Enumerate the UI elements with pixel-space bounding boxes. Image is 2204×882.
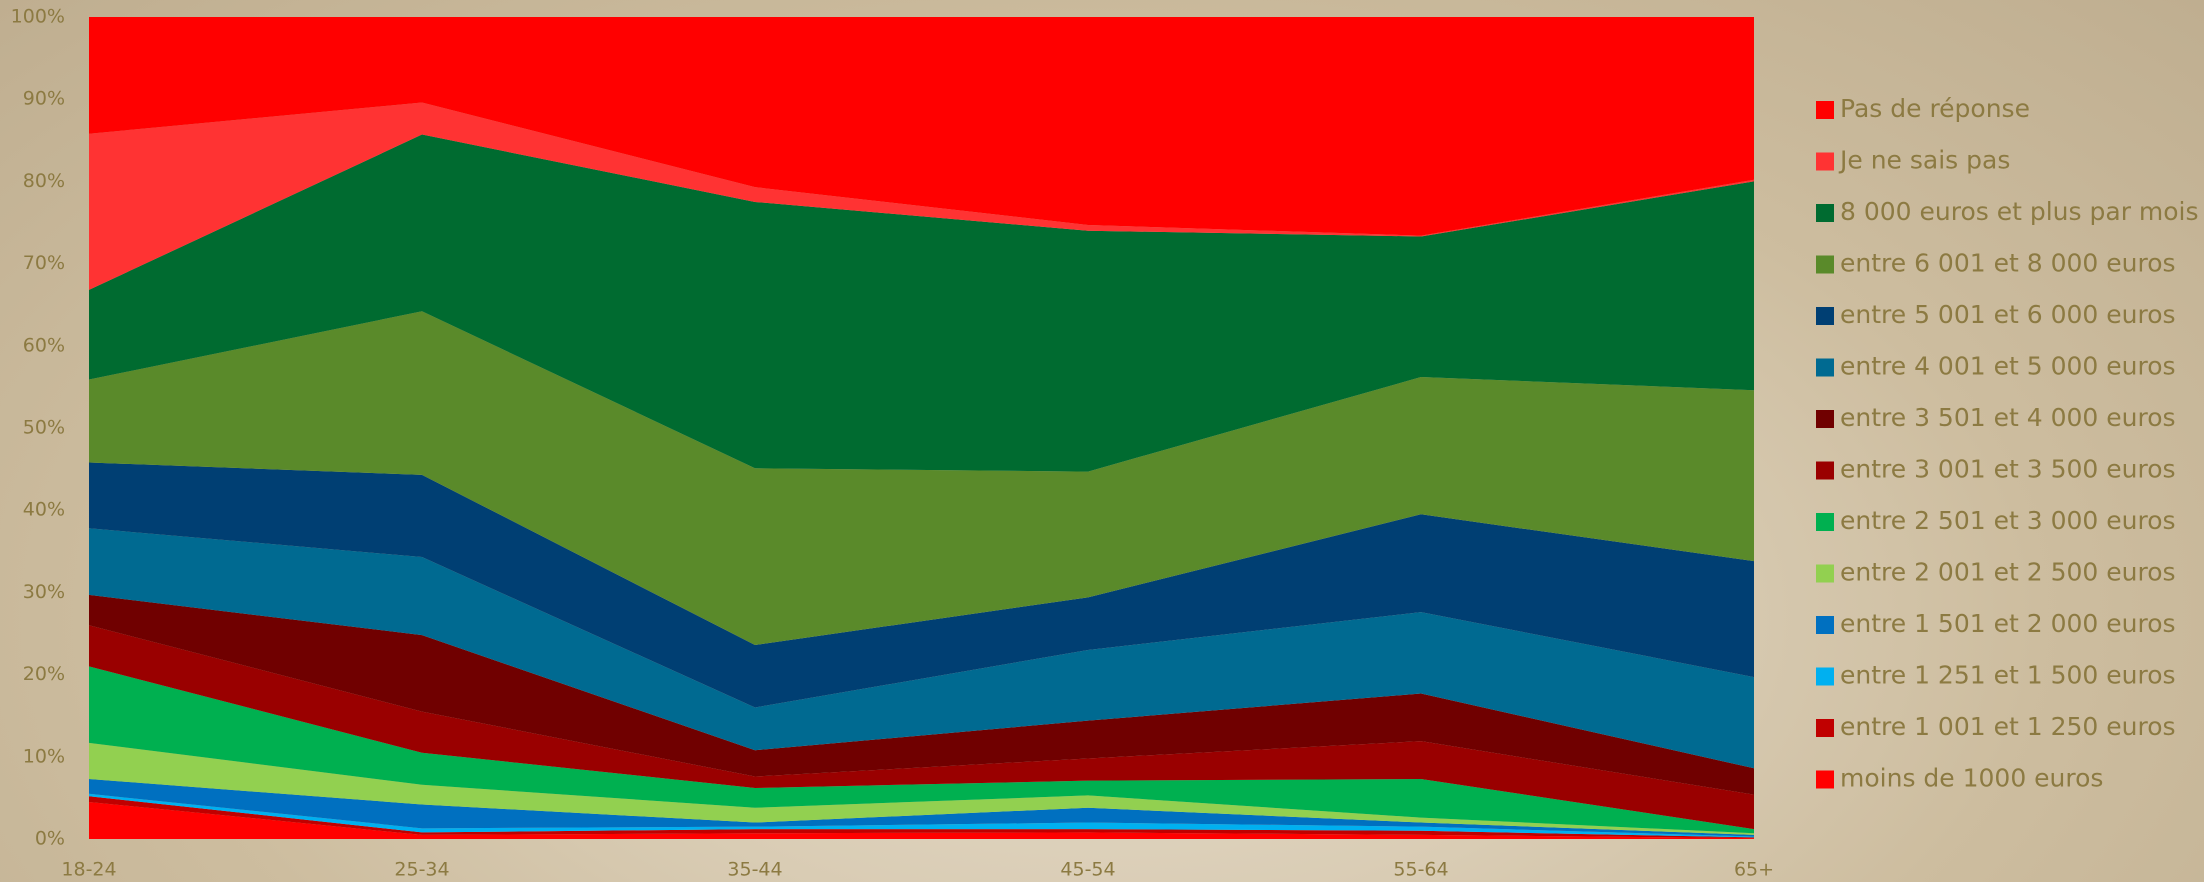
area [89, 793, 1754, 838]
legend-label: entre 5 001 et 6 000 euros [1840, 300, 2176, 329]
area [89, 102, 1754, 290]
legend-label: entre 3 501 et 4 000 euros [1840, 403, 2176, 432]
legend-swatch [1816, 307, 1834, 325]
area [89, 462, 1754, 708]
legend-label: entre 2 001 et 2 500 euros [1840, 558, 2176, 587]
y-tick-label: 70% [23, 252, 65, 274]
legend-label: entre 1 001 et 1 250 euros [1840, 712, 2176, 741]
x-tick-label: 55-64 [1393, 859, 1448, 881]
legend-label: moins de 1000 euros [1840, 764, 2103, 793]
area [89, 796, 1754, 839]
legend-swatch [1816, 152, 1834, 171]
area [89, 594, 1754, 795]
x-tick-label: 45-54 [1060, 859, 1115, 881]
legend-label: entre 1 251 et 1 500 euros [1840, 661, 2176, 690]
area [89, 311, 1754, 646]
legend-label: Pas de réponse [1840, 94, 2030, 123]
area [89, 134, 1754, 472]
legend-swatch [1816, 770, 1834, 789]
area [89, 778, 1754, 837]
y-tick-label: 50% [23, 417, 65, 439]
legend-swatch [1816, 719, 1834, 737]
area [89, 528, 1754, 769]
area [89, 666, 1754, 834]
area [89, 625, 1754, 830]
legend-label: entre 2 501 et 3 000 euros [1840, 506, 2176, 535]
y-tick-label: 90% [23, 88, 65, 110]
x-tick-label: 65+ [1734, 859, 1774, 881]
legend-label: Je ne sais pas [1838, 146, 2010, 175]
legend-label: entre 1 501 et 2 000 euros [1840, 609, 2176, 638]
legend-label: entre 3 001 et 3 500 euros [1840, 455, 2176, 484]
legend-swatch [1816, 461, 1834, 480]
y-tick-label: 20% [23, 663, 65, 685]
legend-swatch [1816, 204, 1834, 222]
y-tick-label: 0% [35, 828, 65, 850]
x-tick-label: 18-24 [61, 859, 116, 881]
legend-swatch [1816, 255, 1834, 274]
y-tick-label: 100% [11, 6, 65, 28]
y-tick-label: 40% [23, 499, 65, 521]
y-tick-label: 10% [23, 745, 65, 767]
area [89, 742, 1754, 835]
x-tick-label: 35-44 [727, 859, 782, 881]
legend-swatch [1816, 101, 1834, 119]
legend-swatch [1816, 667, 1834, 686]
legend-swatch [1816, 564, 1834, 583]
legend-swatch [1816, 358, 1834, 377]
legend-swatch [1816, 616, 1834, 634]
legend-swatch [1816, 410, 1834, 428]
y-tick-label: 30% [23, 581, 65, 603]
y-tick-label: 80% [23, 170, 65, 192]
area [89, 17, 1754, 236]
x-tick-label: 25-34 [394, 859, 449, 881]
y-tick-label: 60% [23, 334, 65, 356]
legend-swatch [1816, 513, 1834, 531]
legend-label: entre 4 001 et 5 000 euros [1840, 352, 2176, 381]
legend-label: entre 6 001 et 8 000 euros [1840, 249, 2176, 278]
legend-label: 8 000 euros et plus par mois [1840, 197, 2199, 226]
area [89, 802, 1754, 839]
